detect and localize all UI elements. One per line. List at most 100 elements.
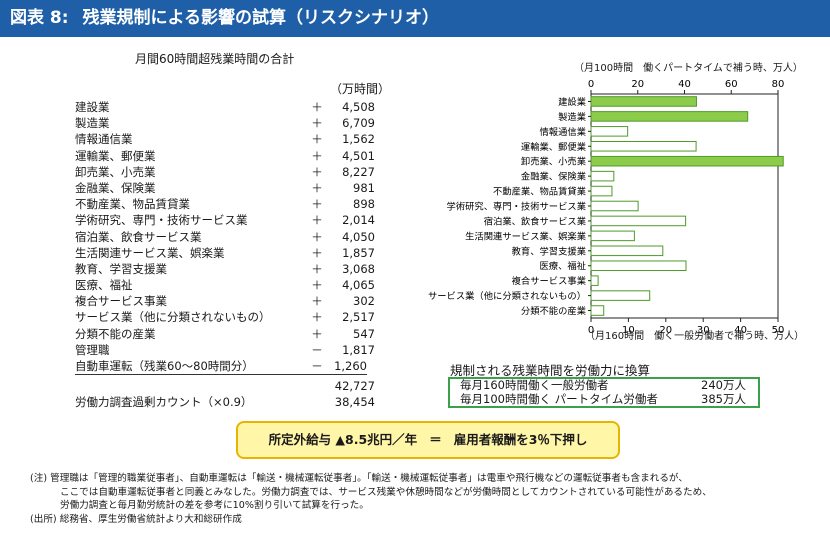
row-sign: ＋ bbox=[311, 326, 323, 341]
row-value: 1,260 bbox=[334, 359, 367, 373]
note-line: ここでは自動車運転従事者と同義とみなした。労働力調査では、サービス残業や休憩時間… bbox=[60, 486, 712, 498]
row-sign: ＋ bbox=[311, 278, 323, 293]
category-label: 製造業 bbox=[558, 111, 586, 123]
row-value: 6,709 bbox=[342, 116, 375, 131]
table-row: 情報通信業 ＋ 1,562 bbox=[75, 131, 375, 147]
bar bbox=[590, 230, 635, 242]
top-tick-label: 60 bbox=[725, 79, 738, 90]
table-row: 建設業 ＋ 4,508 bbox=[75, 99, 375, 115]
row-label: 製造業 bbox=[75, 116, 110, 131]
impact-wage: 所定外給与 ▲8.5兆円／年 bbox=[268, 432, 418, 447]
table-row: サービス業（他に分類されないもの） ＋ 2,517 bbox=[75, 309, 375, 325]
row-sign: ＋ bbox=[311, 310, 323, 325]
row-value: 547 bbox=[353, 326, 375, 341]
impact-equals: ＝ bbox=[429, 432, 442, 447]
category-label: 卸売業、小売業 bbox=[521, 156, 586, 168]
conversion-row-part-time: 毎月100時間働く パートタイム労働者 385万人 bbox=[450, 392, 758, 407]
category-label: 教育、学習支援業 bbox=[512, 245, 586, 257]
row-value: 4,050 bbox=[342, 229, 375, 244]
row-label: 不動産業、物品賃貸業 bbox=[75, 197, 190, 212]
category-label: 運輸業、郵便業 bbox=[521, 141, 586, 153]
table-row: 学術研究、専門・技術サービス業 ＋ 2,014 bbox=[75, 212, 375, 228]
table-row: 不動産業、物品賃貸業 ＋ 898 bbox=[75, 196, 375, 212]
row-value: 981 bbox=[353, 180, 375, 195]
table-row: 医療、福祉 ＋ 4,065 bbox=[75, 277, 375, 293]
row-label: 分類不能の産業 bbox=[75, 326, 156, 341]
row-label: 生活関連サービス業、娯楽業 bbox=[75, 245, 225, 260]
figure-title: 残業規制による影響の試算（リスクシナリオ） bbox=[82, 8, 440, 28]
row-value: 2,014 bbox=[342, 213, 375, 228]
category-label: 宿泊業、飲食サービス業 bbox=[484, 215, 586, 227]
category-label: 不動産業、物品賃貸業 bbox=[493, 186, 586, 198]
table-row: 宿泊業、飲食サービス業 ＋ 4,050 bbox=[75, 229, 375, 245]
total-value: 42,727 bbox=[334, 379, 375, 393]
row-value: 4,065 bbox=[342, 278, 375, 293]
category-label: 金融業、保険業 bbox=[521, 171, 586, 183]
adjusted-row: 労働力調査過剰カウント（×0.9） 38,454 bbox=[75, 394, 375, 410]
conversion-label: 毎月160時間働く一般労働者 bbox=[460, 378, 609, 392]
row-label: 情報通信業 bbox=[75, 132, 133, 147]
table-unit: （万時間） bbox=[330, 82, 391, 96]
adjusted-label: 労働力調査過剰カウント（×0.9） bbox=[75, 395, 253, 409]
adjusted-value: 38,454 bbox=[334, 395, 375, 409]
conversion-row-general: 毎月160時間働く一般労働者 240万人 bbox=[450, 378, 758, 393]
note-line: (注) 管理職は「管理的職業従事者」、自動車運転は「輸送・機械運転従事者」。「輸… bbox=[30, 473, 688, 484]
row-sign: ＋ bbox=[311, 245, 323, 260]
bar bbox=[590, 275, 599, 286]
table-subtitle: 月間60時間超残業時間の合計 bbox=[135, 52, 295, 66]
category-label: 分類不能の産業 bbox=[521, 305, 586, 317]
bar bbox=[590, 140, 697, 152]
category-label: 複合サービス事業 bbox=[512, 275, 586, 287]
row-label: 卸売業、小売業 bbox=[75, 164, 156, 179]
top-tick-label: 80 bbox=[772, 79, 785, 90]
bar bbox=[590, 170, 615, 182]
category-label: サービス業（他に分類されないもの） bbox=[428, 290, 586, 302]
conversion-value: 240万人 bbox=[701, 378, 746, 392]
impact-highlight: 所定外給与 ▲8.5兆円／年 ＝ 雇用者報酬を3％下押し bbox=[236, 421, 620, 459]
top-tick-label: 0 bbox=[588, 79, 594, 90]
table-row: 分類不能の産業 ＋ 547 bbox=[75, 326, 375, 342]
table-row: 製造業 ＋ 6,709 bbox=[75, 115, 375, 131]
row-sign: ＋ bbox=[311, 229, 323, 244]
bar bbox=[590, 245, 664, 257]
row-sign: ＋ bbox=[311, 164, 323, 179]
bar bbox=[590, 305, 605, 316]
row-value: 4,501 bbox=[342, 148, 375, 163]
figure-title-bar: 図表 8: 残業規制による影響の試算（リスクシナリオ） bbox=[0, 0, 830, 37]
row-label: 教育、学習支援業 bbox=[75, 261, 167, 276]
table-row: 金融業、保険業 ＋ 981 bbox=[75, 180, 375, 196]
category-label: 情報通信業 bbox=[540, 126, 587, 138]
category-label: 生活関連サービス業、娯楽業 bbox=[465, 230, 586, 242]
table-row: 教育、学習支援業 ＋ 3,068 bbox=[75, 261, 375, 277]
bar bbox=[590, 126, 629, 137]
impact-compensation: 雇用者報酬を3％下押し bbox=[453, 432, 588, 447]
bar bbox=[590, 96, 697, 107]
row-value: 2,517 bbox=[342, 310, 375, 325]
table-row: 自動車運転（残業60～80時間分） － 1,260 bbox=[75, 358, 367, 376]
row-sign: ＋ bbox=[311, 116, 323, 131]
row-sign: ＋ bbox=[311, 180, 323, 195]
bar bbox=[590, 185, 613, 197]
row-sign: － bbox=[311, 342, 323, 357]
bottom-tick-label: 20 bbox=[659, 325, 672, 336]
row-sign: ＋ bbox=[311, 132, 323, 147]
table-row: 卸売業、小売業 ＋ 8,227 bbox=[75, 164, 375, 180]
row-label: サービス業（他に分類されないもの） bbox=[75, 310, 271, 325]
row-value: 1,562 bbox=[342, 132, 375, 147]
row-value: 302 bbox=[353, 294, 375, 309]
row-value: 3,068 bbox=[342, 261, 375, 276]
row-sign: ＋ bbox=[311, 197, 323, 212]
row-label: 複合サービス事業 bbox=[75, 294, 167, 309]
category-label: 学術研究、専門・技術サービス業 bbox=[447, 201, 586, 213]
bar bbox=[590, 200, 639, 212]
row-label: 管理職 bbox=[75, 342, 110, 357]
row-value: 4,508 bbox=[342, 100, 375, 114]
row-label: 運輸業、郵便業 bbox=[75, 148, 156, 163]
bottom-tick-label: 30 bbox=[697, 325, 710, 336]
bar bbox=[590, 260, 687, 272]
row-label: 建設業 bbox=[75, 100, 110, 114]
bottom-tick-label: 0 bbox=[588, 325, 594, 336]
row-sign: ＋ bbox=[311, 148, 323, 163]
notes: (注) 管理職は「管理的職業従事者」、自動車運転は「輸送・機械運転従事者」。「輸… bbox=[30, 472, 820, 526]
row-label: 宿泊業、飲食サービス業 bbox=[75, 229, 202, 244]
